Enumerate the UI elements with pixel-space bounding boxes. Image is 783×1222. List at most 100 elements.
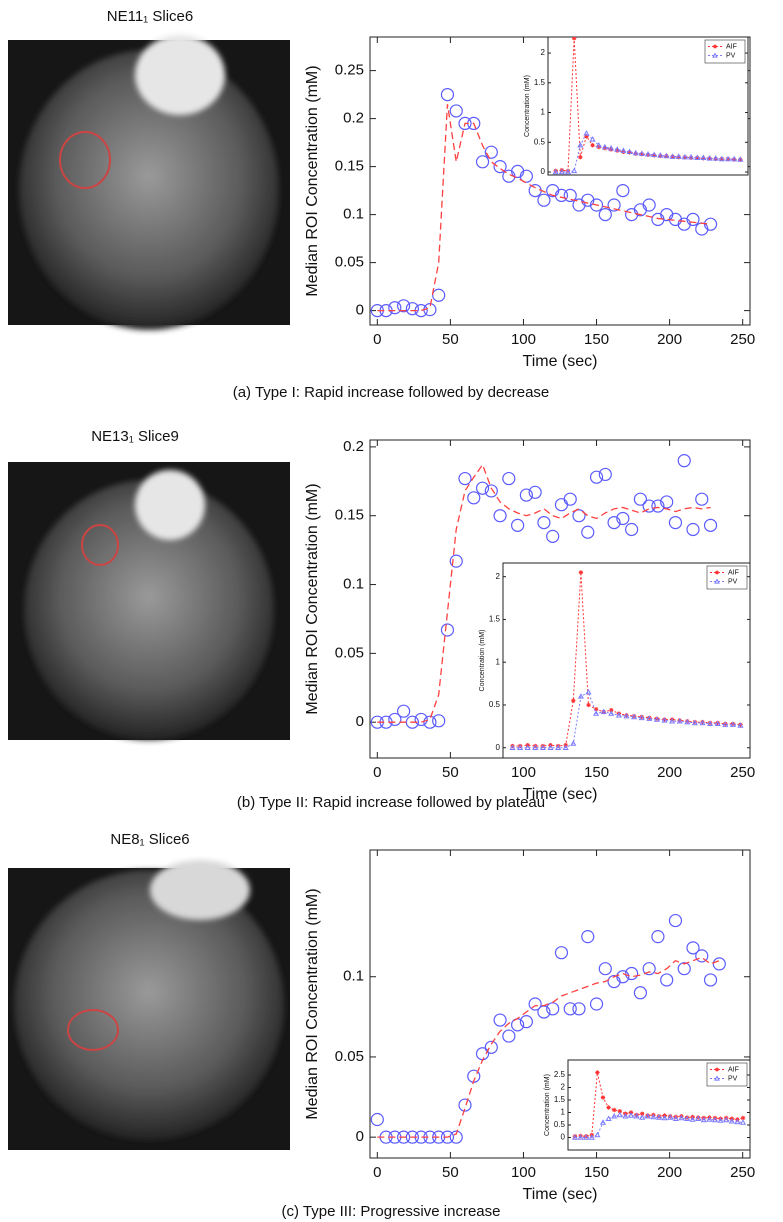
data-point bbox=[608, 710, 615, 716]
data-point bbox=[588, 1134, 595, 1140]
data-point bbox=[724, 155, 732, 162]
caption: (c) Type III: Progressive increase bbox=[282, 1203, 501, 1220]
data-point bbox=[714, 720, 721, 727]
y-tick-label: 2 bbox=[541, 48, 546, 57]
data-point bbox=[564, 168, 572, 175]
data-point bbox=[627, 1112, 635, 1118]
data-point bbox=[691, 719, 698, 726]
data-point bbox=[676, 717, 683, 724]
data-point bbox=[645, 1113, 650, 1118]
data-point bbox=[729, 721, 736, 727]
data-point bbox=[714, 1075, 720, 1081]
data-point bbox=[657, 152, 664, 158]
data-point bbox=[601, 143, 608, 150]
data-point bbox=[675, 153, 682, 159]
data-point bbox=[711, 1116, 719, 1123]
data-point bbox=[715, 1067, 719, 1072]
data-point bbox=[571, 167, 578, 174]
data-point bbox=[555, 744, 562, 750]
data-point bbox=[706, 1116, 713, 1122]
x-tick-label: 250 bbox=[730, 764, 755, 781]
y-tick-label: 1 bbox=[561, 1108, 566, 1117]
data-point bbox=[577, 693, 584, 699]
image-label: NE11₁ Slice6 bbox=[107, 8, 194, 25]
series-line bbox=[555, 132, 741, 173]
data-point bbox=[651, 930, 665, 944]
data-point bbox=[706, 155, 713, 161]
series-line bbox=[377, 956, 720, 1138]
data-point bbox=[493, 1013, 507, 1027]
y-tick-label: 0 bbox=[356, 1128, 364, 1145]
data-point bbox=[627, 150, 632, 155]
data-point bbox=[578, 570, 584, 575]
data-point bbox=[703, 973, 718, 987]
x-tick-label: 0 bbox=[373, 331, 381, 348]
data-point bbox=[600, 708, 607, 715]
data-point bbox=[467, 491, 481, 505]
data-point bbox=[644, 150, 652, 157]
data-point bbox=[695, 1115, 702, 1122]
x-tick-label: 100 bbox=[511, 764, 536, 781]
data-point bbox=[623, 712, 630, 719]
data-point bbox=[626, 148, 633, 155]
data-point bbox=[677, 454, 691, 468]
y-tick-label: 1.5 bbox=[489, 615, 501, 624]
data-point bbox=[586, 702, 591, 708]
data-point bbox=[432, 714, 446, 728]
data-point bbox=[730, 721, 736, 726]
data-point bbox=[432, 288, 446, 302]
data-point bbox=[616, 970, 630, 984]
data-point bbox=[577, 142, 584, 148]
y-tick-label: 2 bbox=[496, 572, 501, 581]
data-point bbox=[608, 147, 614, 152]
data-point bbox=[661, 1114, 668, 1121]
x-tick-label: 200 bbox=[657, 764, 682, 781]
y-tick-label: 0 bbox=[541, 167, 546, 176]
data-point bbox=[502, 471, 516, 486]
series-line bbox=[377, 104, 711, 312]
data-point bbox=[589, 136, 596, 142]
data-point bbox=[728, 1118, 735, 1124]
data-point bbox=[595, 1070, 600, 1075]
data-point bbox=[528, 485, 542, 499]
data-point bbox=[621, 149, 626, 155]
data-point bbox=[712, 155, 719, 161]
data-point bbox=[611, 1113, 618, 1119]
data-point bbox=[616, 511, 630, 526]
data-point bbox=[563, 188, 577, 202]
data-point bbox=[397, 1130, 411, 1144]
data-point bbox=[554, 946, 569, 960]
legend-label: PV bbox=[726, 52, 736, 59]
data-point bbox=[731, 157, 737, 162]
y-tick-label: 0.5 bbox=[489, 700, 501, 709]
data-point bbox=[658, 153, 663, 159]
data-point bbox=[616, 184, 630, 198]
y-tick-label: 0.2 bbox=[343, 438, 364, 455]
data-point bbox=[484, 145, 498, 159]
data-point bbox=[605, 1115, 612, 1122]
data-point bbox=[722, 721, 729, 727]
x-tick-label: 250 bbox=[730, 331, 755, 348]
data-point bbox=[672, 1115, 679, 1122]
data-point bbox=[738, 722, 743, 727]
data-point bbox=[633, 151, 638, 156]
data-point bbox=[723, 1116, 730, 1123]
data-point bbox=[397, 299, 411, 313]
y-tick-label: 1 bbox=[541, 108, 546, 117]
data-point bbox=[581, 930, 595, 944]
data-point bbox=[734, 1118, 741, 1125]
y-tick-label: 1 bbox=[496, 657, 501, 666]
data-point bbox=[449, 554, 463, 568]
data-point bbox=[703, 518, 718, 532]
data-point bbox=[646, 715, 653, 721]
series-line bbox=[512, 691, 741, 749]
data-point bbox=[683, 1115, 691, 1122]
data-point bbox=[668, 515, 683, 530]
data-point bbox=[718, 155, 725, 162]
data-point bbox=[688, 153, 695, 160]
x-tick-label: 250 bbox=[730, 1164, 755, 1181]
data-point bbox=[608, 145, 615, 151]
data-point bbox=[583, 130, 590, 136]
data-point bbox=[684, 718, 691, 725]
data-point bbox=[599, 1119, 607, 1125]
